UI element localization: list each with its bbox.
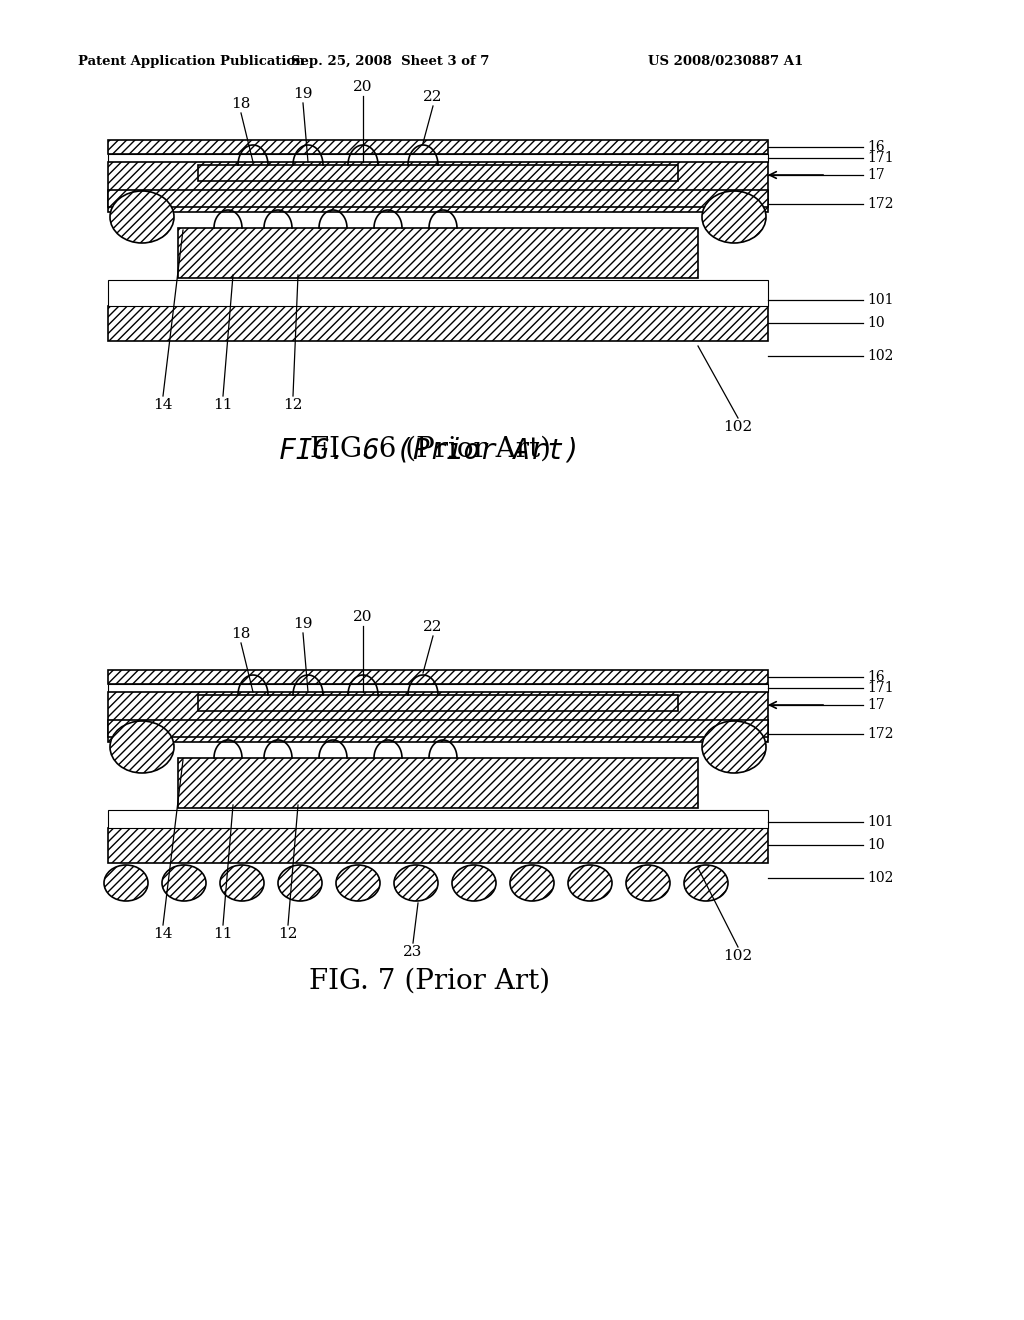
Text: 11: 11 (213, 927, 232, 941)
Ellipse shape (278, 865, 322, 902)
Text: 10: 10 (867, 315, 885, 330)
Text: 171: 171 (867, 681, 894, 696)
Bar (108, 162, 768, 213)
Text: 19: 19 (293, 616, 312, 631)
Text: 14: 14 (154, 399, 173, 412)
Text: 20: 20 (353, 81, 373, 94)
Text: 11: 11 (213, 399, 232, 412)
Ellipse shape (452, 865, 496, 902)
Bar (108, 810, 768, 828)
Text: 18: 18 (231, 96, 251, 111)
Bar (108, 154, 768, 162)
Text: 101: 101 (867, 293, 894, 308)
Text: 23: 23 (403, 945, 423, 960)
Text: FIG. 6 (Prior Art): FIG. 6 (Prior Art) (309, 436, 551, 462)
Text: 102: 102 (867, 871, 893, 884)
Text: 101: 101 (867, 814, 894, 829)
Ellipse shape (702, 191, 766, 243)
Text: Patent Application Publication: Patent Application Publication (78, 55, 305, 69)
Bar (108, 306, 768, 341)
Bar (108, 280, 768, 306)
Text: 16: 16 (867, 671, 885, 684)
Ellipse shape (702, 721, 766, 774)
Text: 102: 102 (723, 949, 753, 964)
Text: 172: 172 (867, 727, 894, 741)
Ellipse shape (110, 191, 174, 243)
Bar (108, 190, 768, 207)
Ellipse shape (110, 721, 174, 774)
Text: 12: 12 (284, 399, 303, 412)
Text: 17: 17 (867, 698, 885, 711)
Ellipse shape (220, 865, 264, 902)
Bar (178, 758, 698, 808)
Text: 171: 171 (867, 150, 894, 165)
Text: 16: 16 (867, 140, 885, 154)
Bar (108, 684, 768, 692)
Text: 18: 18 (231, 627, 251, 642)
Text: 10: 10 (867, 838, 885, 851)
Bar (108, 692, 768, 742)
Ellipse shape (684, 865, 728, 902)
Text: 102: 102 (723, 420, 753, 434)
Ellipse shape (162, 865, 206, 902)
Text: 14: 14 (154, 927, 173, 941)
Text: 19: 19 (293, 87, 312, 102)
Ellipse shape (394, 865, 438, 902)
Ellipse shape (626, 865, 670, 902)
Text: 12: 12 (279, 927, 298, 941)
Text: 17: 17 (867, 168, 885, 182)
Bar (108, 140, 768, 154)
Ellipse shape (336, 865, 380, 902)
Bar (198, 696, 678, 711)
Bar (108, 828, 768, 863)
Bar (108, 719, 768, 737)
Text: 22: 22 (423, 90, 442, 104)
Text: 102: 102 (867, 348, 893, 363)
Bar (178, 228, 698, 279)
Text: 22: 22 (423, 620, 442, 634)
Ellipse shape (568, 865, 612, 902)
Bar (198, 165, 678, 181)
Ellipse shape (104, 865, 148, 902)
Text: 172: 172 (867, 197, 894, 211)
Text: FIG. 7 (Prior Art): FIG. 7 (Prior Art) (309, 968, 551, 994)
Text: US 2008/0230887 A1: US 2008/0230887 A1 (648, 55, 803, 69)
Bar (108, 671, 768, 684)
Ellipse shape (510, 865, 554, 902)
Text: FIG. 6 (Prior Art): FIG. 6 (Prior Art) (280, 437, 581, 465)
Text: 20: 20 (353, 610, 373, 624)
Text: Sep. 25, 2008  Sheet 3 of 7: Sep. 25, 2008 Sheet 3 of 7 (291, 55, 489, 69)
